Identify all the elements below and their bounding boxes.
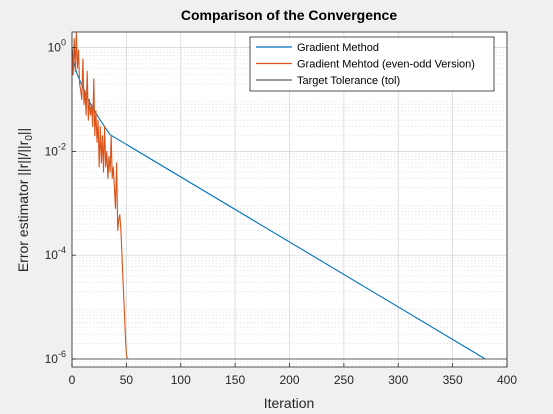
chart-title: Comparison of the Convergence [181, 7, 397, 23]
x-axis: 0 50 100 150 200 250 300 350 400 [69, 363, 517, 387]
x-axis-label: Iteration [264, 395, 315, 411]
legend-label: Target Tolerance (tol) [297, 75, 400, 87]
y-axis-label-main: Error estimator ||r||/||r [15, 140, 31, 272]
x-tick-label: 300 [388, 373, 408, 387]
x-tick-label: 100 [171, 373, 191, 387]
y-axis-label-subscript: 0 [24, 135, 35, 141]
y-tick-exponent: 0 [61, 38, 66, 48]
x-tick-label: 50 [120, 373, 134, 387]
y-axis-label: Error estimator ||r||/||r0|| [15, 128, 35, 272]
x-tick-label: 150 [225, 373, 245, 387]
y-tick-base: 10 [45, 352, 59, 366]
legend-label: Gradient Method [297, 42, 379, 54]
x-tick-label: 350 [443, 373, 463, 387]
y-tick-exponent: -4 [58, 245, 66, 255]
x-tick-label: 400 [497, 373, 517, 387]
x-tick-label: 200 [279, 373, 299, 387]
y-axis-label-end: || [15, 128, 31, 135]
y-tick-base: 10 [45, 144, 59, 158]
y-tick-exponent: -2 [58, 141, 66, 151]
y-tick-exponent: -6 [58, 349, 66, 359]
y-tick-label: 10-6 [45, 349, 66, 366]
legend-label: Gradient Mehtod (even-odd Version) [297, 59, 475, 71]
series-layer [71, 31, 507, 360]
legend: Gradient Method Gradient Mehtod (even-odd… [249, 36, 495, 92]
x-tick-label: 250 [334, 373, 354, 387]
y-tick-label: 10-4 [45, 245, 66, 262]
legend-items: Gradient Method Gradient Mehtod (even-odd… [256, 42, 475, 87]
x-tick-label: 0 [69, 373, 76, 387]
series-line-even-odd [71, 31, 129, 360]
y-tick-label: 100 [48, 38, 66, 55]
y-tick-label: 10-2 [45, 141, 66, 158]
y-tick-base: 10 [45, 248, 59, 262]
y-tick-base: 10 [48, 41, 62, 55]
